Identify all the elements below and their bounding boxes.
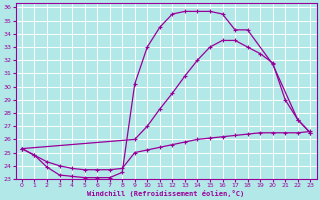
X-axis label: Windchill (Refroidissement éolien,°C): Windchill (Refroidissement éolien,°C) [87,190,245,197]
